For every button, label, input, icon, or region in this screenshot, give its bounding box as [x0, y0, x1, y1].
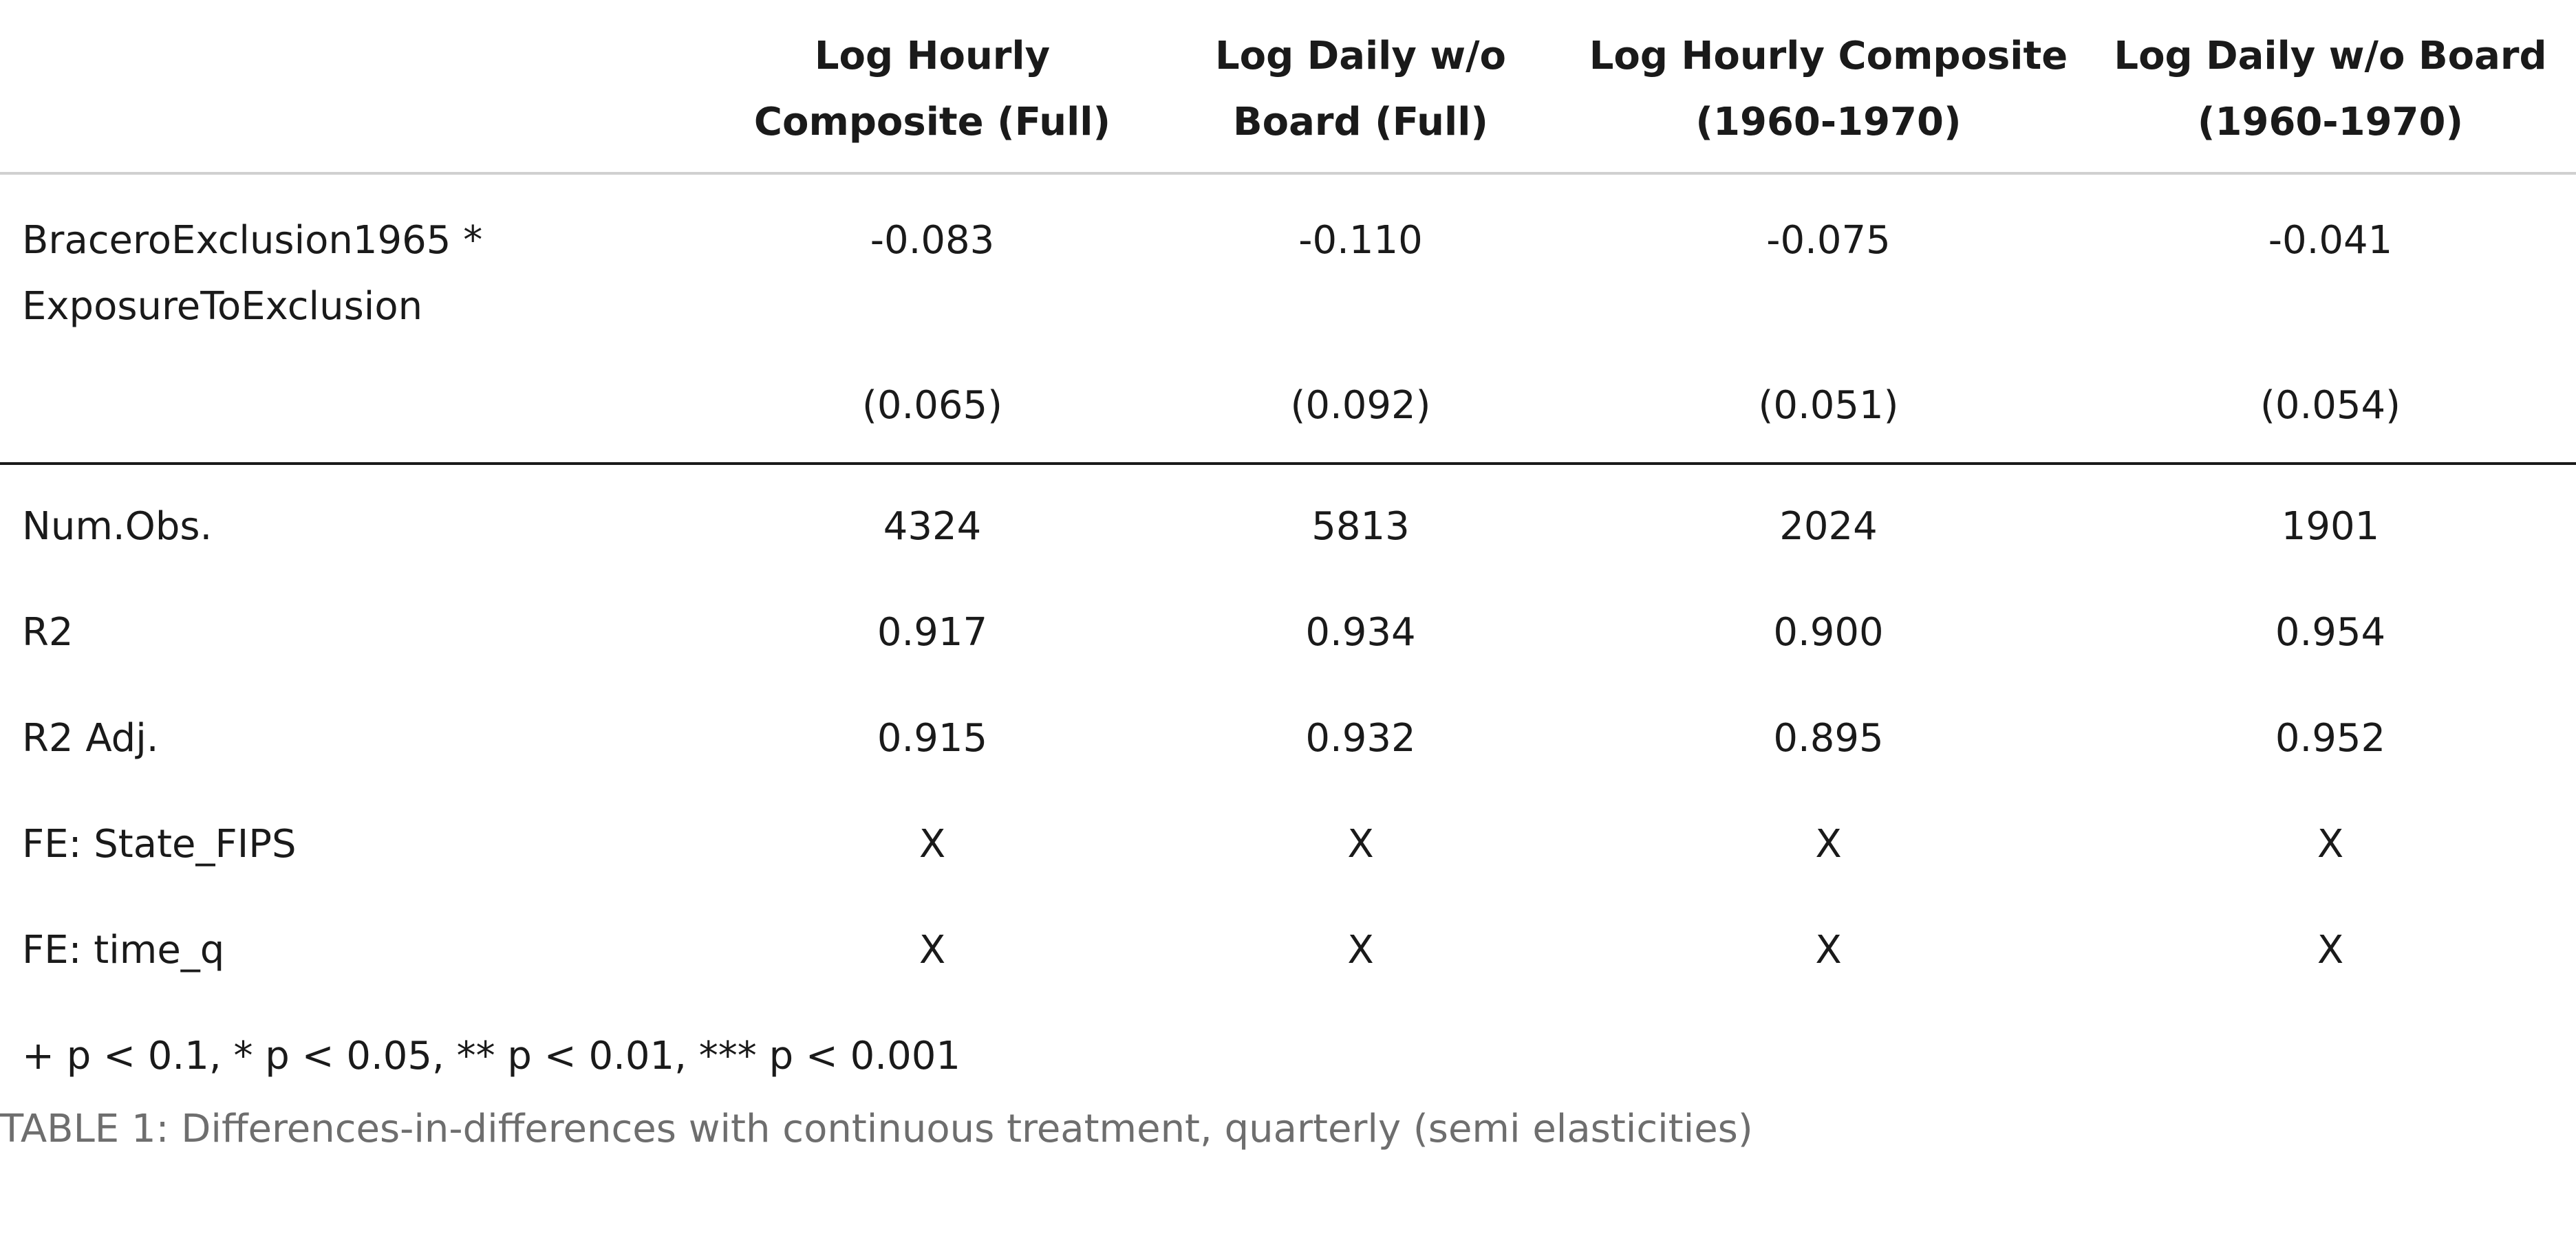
coefficient-estimate: -0.110: [1298, 218, 1423, 263]
std-error: (0.065): [716, 340, 1149, 465]
table-header: Log Hourly Composite (Full) Log Daily w/…: [0, 0, 2576, 175]
coefficient-estimate: -0.075: [1766, 218, 1891, 263]
header-empty: [0, 0, 716, 175]
coefficient-label-line-2: ExposureToExclusion: [22, 284, 423, 329]
stat-value: X: [1347, 928, 1374, 973]
header-col-4: Log Daily w/o Board (1960-1970): [2085, 0, 2576, 175]
coefficient-label: BraceroExclusion1965 * ExposureToExclusi…: [0, 173, 716, 340]
regression-table: Log Hourly Composite (Full) Log Daily w/…: [0, 0, 2576, 1089]
table-caption: TABLE 1: Differences-in-differences with…: [0, 1107, 1753, 1151]
stat-value: 0.917: [877, 610, 988, 655]
header-col-3-line-2: (1960-1970): [1695, 100, 1962, 144]
stat-label: R2: [22, 610, 74, 655]
std-error-row: (0.065) (0.092) (0.051) (0.054): [0, 340, 2576, 465]
std-error: (0.054): [2085, 340, 2576, 465]
stat-value: X: [2317, 928, 2344, 973]
stat-label: R2 Adj.: [22, 716, 159, 761]
notes-row: + p < 0.1, * p < 0.05, ** p < 0.01, *** …: [0, 1000, 2576, 1089]
header-col-4-line-1: Log Daily w/o Board: [2114, 34, 2547, 78]
stat-value: X: [919, 928, 946, 973]
stat-value: X: [1815, 822, 1842, 867]
stat-label: FE: time_q: [22, 928, 225, 973]
std-error: (0.092): [1149, 340, 1572, 465]
stat-value: X: [1815, 928, 1842, 973]
coefficient-label-line-1: BraceroExclusion1965 *: [22, 218, 483, 263]
stat-value: X: [1347, 822, 1374, 867]
stat-label: FE: State_FIPS: [22, 822, 297, 867]
stat-row-fe-time: FE: time_q X X X X: [0, 894, 2576, 1000]
stat-value: 4324: [883, 504, 982, 549]
header-col-2-line-2: Board (Full): [1232, 100, 1489, 144]
table-body: BraceroExclusion1965 * ExposureToExclusi…: [0, 173, 2576, 1089]
regression-document: Log Hourly Composite (Full) Log Daily w/…: [0, 0, 2576, 1151]
header-col-1-line-1: Log Hourly: [814, 34, 1051, 78]
stat-value: 5813: [1311, 504, 1410, 549]
stat-value: 0.934: [1305, 610, 1416, 655]
stat-value: 0.932: [1305, 716, 1416, 761]
header-col-1-line-2: Composite (Full): [753, 100, 1111, 144]
header-col-3: Log Hourly Composite (1960-1970): [1572, 0, 2085, 175]
header-col-1: Log Hourly Composite (Full): [716, 0, 1149, 175]
stat-value: X: [919, 822, 946, 867]
stat-row-num-obs: Num.Obs. 4324 5813 2024 1901: [0, 464, 2576, 576]
coefficient-row: BraceroExclusion1965 * ExposureToExclusi…: [0, 173, 2576, 340]
stat-row-r2: R2 0.917 0.934 0.900 0.954: [0, 576, 2576, 682]
stat-row-r2-adj: R2 Adj. 0.915 0.932 0.895 0.952: [0, 682, 2576, 788]
header-col-2-line-1: Log Daily w/o: [1214, 34, 1507, 78]
stat-value: 0.900: [1773, 610, 1884, 655]
coefficient-estimate: -0.041: [2268, 218, 2393, 263]
stat-value: 0.952: [2275, 716, 2386, 761]
header-col-2: Log Daily w/o Board (Full): [1149, 0, 1572, 175]
std-error: (0.051): [1572, 340, 2085, 465]
header-row: Log Hourly Composite (Full) Log Daily w/…: [0, 0, 2576, 175]
stat-value: 0.915: [877, 716, 988, 761]
header-col-4-line-2: (1960-1970): [2197, 100, 2464, 144]
header-col-3-line-1: Log Hourly Composite: [1589, 34, 2068, 78]
coefficient-estimate: -0.083: [870, 218, 995, 263]
stat-value: 0.954: [2275, 610, 2386, 655]
significance-notes: + p < 0.1, * p < 0.05, ** p < 0.01, *** …: [22, 1034, 960, 1078]
stat-label: Num.Obs.: [22, 504, 213, 549]
stat-value: X: [2317, 822, 2344, 867]
stat-value: 0.895: [1773, 716, 1884, 761]
stat-row-fe-state: FE: State_FIPS X X X X: [0, 788, 2576, 894]
std-error-label: [0, 340, 716, 465]
stat-value: 1901: [2281, 504, 2380, 549]
stat-value: 2024: [1779, 504, 1878, 549]
